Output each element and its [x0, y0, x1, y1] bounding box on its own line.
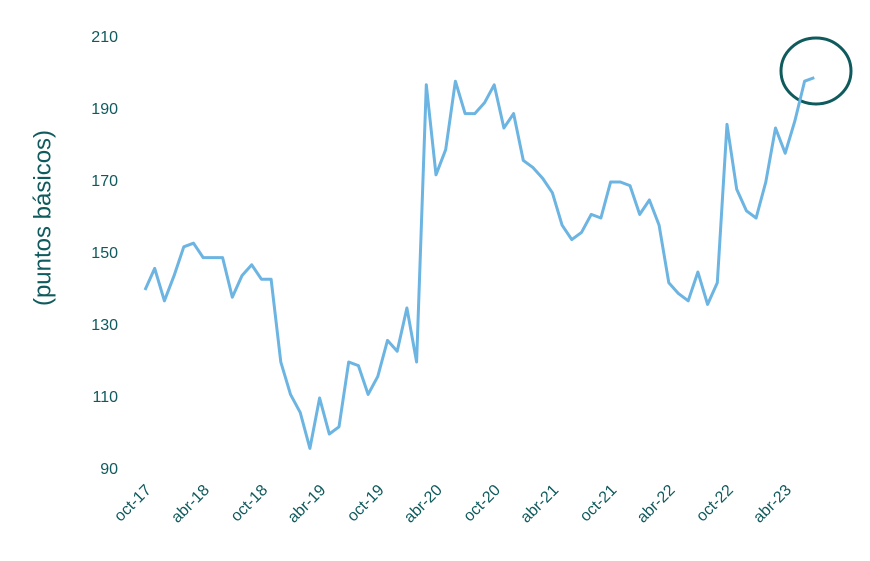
data-line [143, 76, 815, 450]
y-tick-label: 130 [91, 317, 118, 334]
x-tick-label: oct-20 [461, 482, 505, 526]
highlight-circle [779, 36, 853, 106]
x-tick-label: abr-18 [168, 482, 213, 527]
x-tick-label: oct-17 [111, 482, 155, 526]
y-tick-label: 170 [91, 173, 118, 190]
x-tick-label: oct-18 [228, 482, 272, 526]
y-tick-label: 90 [100, 461, 118, 478]
y-axis-label: (puntos básicos) [29, 130, 56, 306]
y-tick-label: 210 [91, 29, 118, 46]
x-tick-label: oct-22 [693, 482, 737, 526]
x-tick-label: abr-20 [401, 482, 446, 527]
y-tick-label: 110 [92, 389, 118, 406]
x-tick-label: abr-19 [285, 482, 330, 527]
x-tick-label: abr-22 [634, 482, 679, 527]
y-tick-label: 150 [91, 245, 118, 262]
x-tick-label: oct-19 [344, 482, 388, 526]
y-tick-label: 190 [91, 101, 118, 118]
x-tick-label: abr-21 [517, 482, 562, 527]
x-tick-label: oct-21 [577, 482, 621, 526]
x-tick-label: abr-23 [750, 482, 795, 527]
